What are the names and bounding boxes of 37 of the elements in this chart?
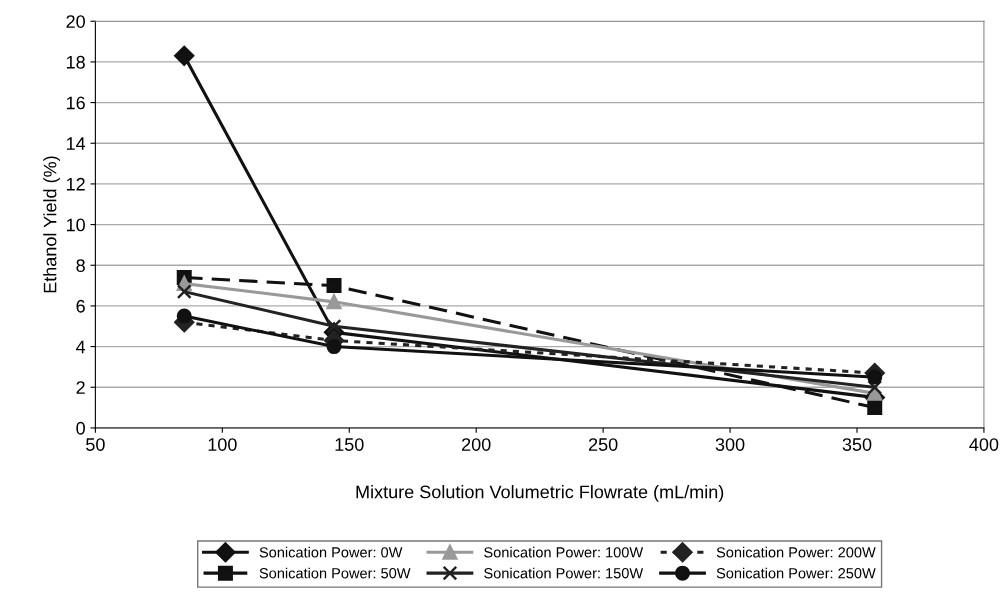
legend-label: Sonication Power: 50W	[259, 567, 411, 579]
point	[867, 369, 883, 385]
y-tick-label: 16	[66, 96, 85, 110]
y-tick-label: 18	[66, 55, 85, 69]
point	[326, 339, 342, 355]
y-tick-label: 20	[66, 15, 85, 28]
legend-label: Sonication Power: 100W	[484, 546, 644, 558]
point	[326, 278, 342, 294]
y-axis-title: Ethanol Yield (%)	[43, 156, 61, 293]
x-tick-label: 350	[842, 438, 872, 451]
legend-label: Sonication Power: 150W	[484, 567, 644, 579]
legend-label: Sonication Power: 200W	[716, 546, 876, 558]
legend-label: Sonication Power: 250W	[716, 567, 876, 579]
point	[326, 318, 342, 334]
x-tick-label: 400	[969, 438, 999, 451]
y-tick-label: 8	[76, 259, 85, 272]
x-tick-label: 100	[208, 438, 237, 451]
x-tick-label: 250	[588, 438, 618, 451]
point	[176, 284, 192, 300]
y-tick-label: 10	[66, 218, 85, 232]
x-tick-label: 300	[715, 438, 745, 451]
y-tick-label: 6	[76, 299, 85, 313]
point	[867, 379, 883, 395]
point	[326, 294, 342, 310]
point	[867, 400, 883, 416]
y-tick-label: 2	[76, 381, 85, 394]
point	[176, 308, 192, 324]
point	[174, 45, 195, 66]
y-tick-label: 12	[66, 177, 85, 191]
legend-label: Sonication Power: 0W	[259, 546, 403, 558]
x-tick-label: 200	[462, 438, 491, 451]
x-axis-title: Mixture Solution Volumetric Flowrate (mL/min)	[356, 485, 724, 502]
y-tick-label: 4	[76, 340, 86, 354]
y-tick-label: 14	[66, 137, 86, 150]
y-tick-label: 0	[76, 421, 85, 435]
x-tick-label: 150	[335, 438, 364, 451]
x-tick-label: 50	[86, 438, 105, 451]
